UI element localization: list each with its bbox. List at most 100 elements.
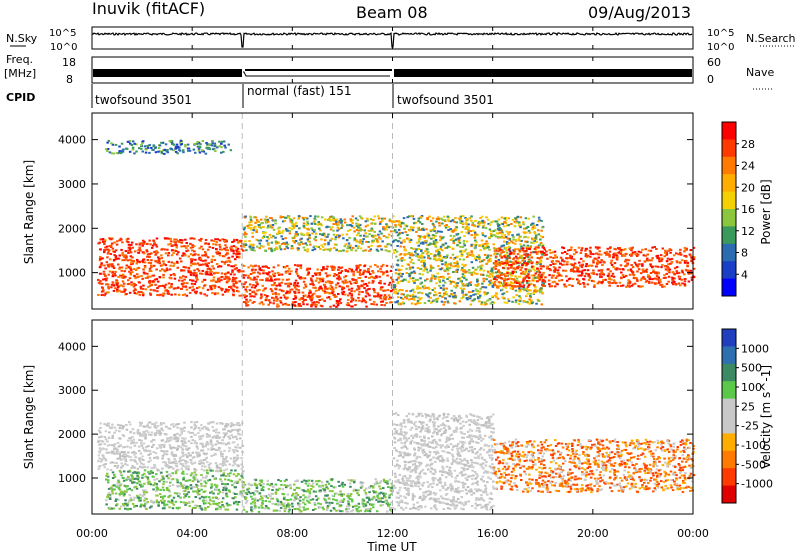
heatmap-cell	[227, 276, 230, 279]
heatmap-cell	[518, 290, 521, 293]
heatmap-cell	[494, 252, 497, 255]
heatmap-cell	[474, 239, 477, 242]
heatmap-cell	[452, 235, 456, 238]
heatmap-cell	[326, 291, 329, 294]
heatmap-cell	[576, 267, 579, 270]
heatmap-cell	[537, 299, 540, 302]
heatmap-cell	[361, 242, 364, 245]
heatmap-cell	[150, 446, 154, 448]
heatmap-cell	[144, 151, 148, 154]
heatmap-cell	[474, 284, 477, 286]
heatmap-cell	[455, 226, 459, 229]
heatmap-cell	[382, 226, 385, 229]
heatmap-cell	[176, 240, 180, 243]
heatmap-cell	[664, 268, 668, 271]
heatmap-cell	[397, 289, 400, 292]
heatmap-cell	[571, 278, 575, 280]
heatmap-cell	[637, 285, 640, 288]
heatmap-cell	[467, 254, 470, 257]
heatmap-cell	[309, 243, 312, 246]
heatmap-cell	[115, 280, 118, 283]
heatmap-cell	[294, 301, 297, 303]
heatmap-cell	[139, 249, 142, 252]
heatmap-cell	[164, 270, 167, 273]
heatmap-cell	[111, 423, 114, 426]
heatmap-cell	[590, 272, 593, 275]
heatmap-cell	[174, 287, 177, 290]
heatmap-cell	[493, 234, 496, 237]
heatmap-cell	[438, 230, 441, 233]
heatmap-cell	[302, 233, 305, 236]
heatmap-cell	[347, 304, 351, 307]
heatmap-cell	[239, 270, 243, 273]
heatmap-cell	[493, 276, 497, 278]
heatmap-cell	[273, 281, 276, 284]
heatmap-cell	[298, 238, 302, 241]
heatmap-cell	[628, 285, 631, 288]
heatmap-cell	[124, 288, 127, 291]
heatmap-cell	[531, 265, 534, 268]
heatmap-cell	[136, 431, 139, 434]
heatmap-cell	[432, 227, 436, 230]
heatmap-cell	[498, 271, 501, 273]
heatmap-cell	[464, 264, 467, 267]
heatmap-cell	[549, 256, 552, 259]
nsky-trace	[91, 32, 693, 48]
heatmap-cell	[522, 244, 526, 247]
heatmap-cell	[451, 247, 455, 250]
heatmap-cell	[359, 269, 362, 272]
heatmap-cell	[269, 226, 272, 229]
heatmap-cell	[411, 254, 414, 257]
heatmap-cell	[124, 275, 127, 278]
heatmap-cell	[551, 259, 554, 262]
heatmap-cell	[348, 288, 351, 291]
heatmap-cell	[369, 273, 372, 276]
heatmap-cell	[144, 435, 147, 438]
heatmap-cell	[442, 279, 445, 282]
heatmap-cell	[332, 219, 336, 222]
heatmap-cell	[248, 221, 251, 224]
heatmap-cell	[385, 223, 388, 226]
heatmap-cell	[518, 285, 522, 288]
heatmap-cell	[293, 223, 297, 226]
heatmap-cell	[494, 220, 497, 223]
heatmap-cell	[419, 302, 422, 304]
heatmap-cell	[381, 219, 384, 222]
heatmap-cell	[186, 143, 190, 146]
heatmap-cell	[415, 255, 418, 258]
heatmap-cell	[314, 239, 317, 242]
heatmap-cell	[328, 219, 332, 222]
heatmap-cell	[524, 270, 528, 273]
heatmap-cell	[235, 249, 238, 252]
heatmap-cell	[443, 219, 447, 222]
heatmap-cell	[144, 277, 148, 279]
heatmap-cell	[684, 259, 688, 262]
heatmap-cell	[323, 291, 327, 294]
heatmap-cell	[232, 460, 236, 463]
heatmap-cell	[429, 257, 432, 260]
heatmap-cell	[364, 225, 368, 228]
heatmap-cell	[326, 287, 329, 290]
heatmap-cell	[359, 227, 362, 230]
heatmap-cell	[491, 301, 494, 304]
heatmap-cell	[165, 267, 169, 270]
heatmap-cell	[204, 251, 207, 253]
heatmap-cell	[381, 273, 385, 276]
heatmap-cell	[303, 226, 306, 229]
heatmap-cell	[211, 142, 214, 145]
heatmap-cell	[206, 256, 210, 259]
heatmap-cell	[340, 291, 344, 294]
heatmap-cell	[150, 466, 153, 469]
heatmap-cell	[524, 268, 527, 271]
heatmap-cell	[356, 247, 360, 250]
heatmap-cell	[370, 303, 373, 305]
heatmap-cell	[124, 267, 128, 270]
heatmap-cell	[263, 234, 266, 237]
heatmap-cell	[128, 150, 132, 153]
heatmap-cell	[251, 248, 254, 251]
heatmap-cell	[500, 236, 504, 239]
heatmap-cell	[399, 288, 402, 291]
heatmap-cell	[233, 273, 236, 276]
heatmap-cell	[447, 267, 450, 270]
heatmap-cell	[533, 239, 536, 242]
